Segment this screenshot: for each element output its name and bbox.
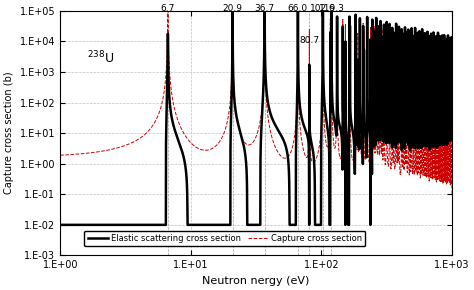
- Capture cross section: [401, 103, 406, 107]
- Line: Elastic scattering cross section: Elastic scattering cross section: [60, 0, 452, 225]
- Elastic scattering cross section: [109, 223, 114, 226]
- Text: 6.7: 6.7: [161, 4, 175, 13]
- Capture cross section: [346, 22, 352, 25]
- Elastic scattering cross section: [346, 18, 352, 22]
- Elastic scattering cross section: [449, 123, 455, 126]
- Legend: Elastic scattering cross section, Capture cross section: Elastic scattering cross section, Captur…: [84, 231, 365, 246]
- Text: 80.7: 80.7: [299, 36, 319, 45]
- X-axis label: Neutron nergy (eV): Neutron nergy (eV): [202, 276, 310, 286]
- Capture cross section: [109, 148, 114, 151]
- Text: 66.0: 66.0: [288, 4, 308, 13]
- Capture cross section: [265, 114, 271, 118]
- Capture cross section: [57, 153, 63, 157]
- Capture cross section: [449, 193, 455, 196]
- Text: 36.7: 36.7: [255, 4, 274, 13]
- Text: 20.9: 20.9: [223, 4, 243, 13]
- Elastic scattering cross section: [69, 223, 75, 226]
- Text: $^{238}$U: $^{238}$U: [87, 49, 114, 66]
- Capture cross section: [69, 153, 75, 156]
- Line: Capture cross section: Capture cross section: [60, 0, 452, 195]
- Y-axis label: Capture cross section (b): Capture cross section (b): [4, 72, 14, 195]
- Elastic scattering cross section: [438, 85, 443, 88]
- Capture cross section: [438, 95, 443, 99]
- Elastic scattering cross section: [57, 223, 63, 226]
- Text: 119.3: 119.3: [319, 4, 345, 13]
- Elastic scattering cross section: [265, 101, 271, 104]
- Text: 102.6: 102.6: [310, 4, 336, 13]
- Elastic scattering cross section: [401, 96, 406, 100]
